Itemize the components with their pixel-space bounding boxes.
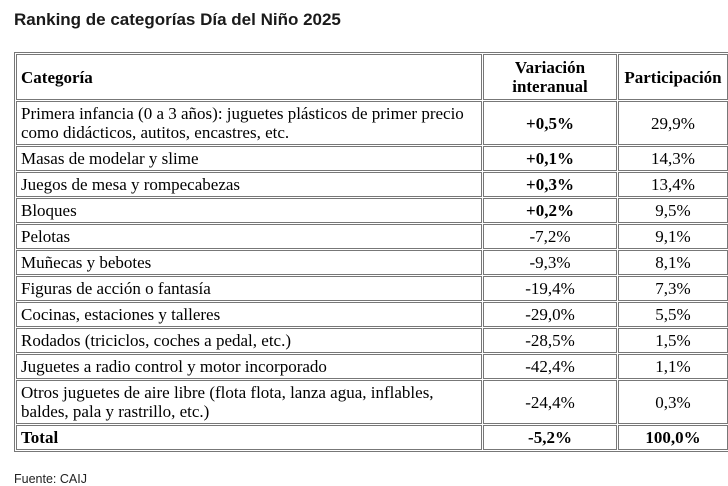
category-cell: Muñecas y bebotes [16,250,482,275]
share-cell: 14,3% [618,146,728,171]
table-row: Masas de modelar y slime +0,1% 14,3% [16,146,728,171]
share-cell: 1,1% [618,354,728,379]
column-header-variacion: Variación interanual [483,54,617,100]
table-row: Bloques +0,2% 9,5% [16,198,728,223]
category-cell: Figuras de acción o fantasía [16,276,482,301]
variation-cell: -7,2% [483,224,617,249]
table-row: Figuras de acción o fantasía -19,4% 7,3% [16,276,728,301]
table-row: Otros juguetes de aire libre (flota flot… [16,380,728,424]
table-row: Primera infancia (0 a 3 años): juguetes … [16,101,728,145]
share-cell: 13,4% [618,172,728,197]
category-cell: Masas de modelar y slime [16,146,482,171]
variation-cell: -19,4% [483,276,617,301]
column-header-participacion: Participación [618,54,728,100]
variation-cell: +0,2% [483,198,617,223]
share-cell: 9,1% [618,224,728,249]
category-cell: Otros juguetes de aire libre (flota flot… [16,380,482,424]
header-row: Categoría Variación interanual Participa… [16,54,728,100]
variation-cell: +0,1% [483,146,617,171]
table-row: Pelotas -7,2% 9,1% [16,224,728,249]
total-variation-cell: -5,2% [483,425,617,450]
share-cell: 8,1% [618,250,728,275]
share-cell: 5,5% [618,302,728,327]
category-cell: Cocinas, estaciones y talleres [16,302,482,327]
variation-cell: -9,3% [483,250,617,275]
variation-cell: -24,4% [483,380,617,424]
variation-cell: +0,3% [483,172,617,197]
category-cell: Pelotas [16,224,482,249]
total-row: Total -5,2% 100,0% [16,425,728,450]
variation-cell: -28,5% [483,328,617,353]
source-note: Fuente: CAIJ [14,472,87,486]
page-title: Ranking de categorías Día del Niño 2025 [14,10,341,29]
share-cell: 1,5% [618,328,728,353]
category-cell: Rodados (triciclos, coches a pedal, etc.… [16,328,482,353]
table-row: Juegos de mesa y rompecabezas +0,3% 13,4… [16,172,728,197]
category-cell: Juegos de mesa y rompecabezas [16,172,482,197]
category-cell: Primera infancia (0 a 3 años): juguetes … [16,101,482,145]
total-share-cell: 100,0% [618,425,728,450]
share-cell: 9,5% [618,198,728,223]
variation-cell: -42,4% [483,354,617,379]
column-header-categoria: Categoría [16,54,482,100]
ranking-table: Categoría Variación interanual Participa… [14,52,728,452]
table-body: Primera infancia (0 a 3 años): juguetes … [16,101,728,450]
category-cell: Bloques [16,198,482,223]
table-row: Cocinas, estaciones y talleres -29,0% 5,… [16,302,728,327]
table-row: Muñecas y bebotes -9,3% 8,1% [16,250,728,275]
total-label-cell: Total [16,425,482,450]
share-cell: 7,3% [618,276,728,301]
share-cell: 29,9% [618,101,728,145]
variation-cell: +0,5% [483,101,617,145]
variation-cell: -29,0% [483,302,617,327]
category-cell: Juguetes a radio control y motor incorpo… [16,354,482,379]
table-header: Categoría Variación interanual Participa… [16,54,728,100]
table-row: Juguetes a radio control y motor incorpo… [16,354,728,379]
table-row: Rodados (triciclos, coches a pedal, etc.… [16,328,728,353]
share-cell: 0,3% [618,380,728,424]
